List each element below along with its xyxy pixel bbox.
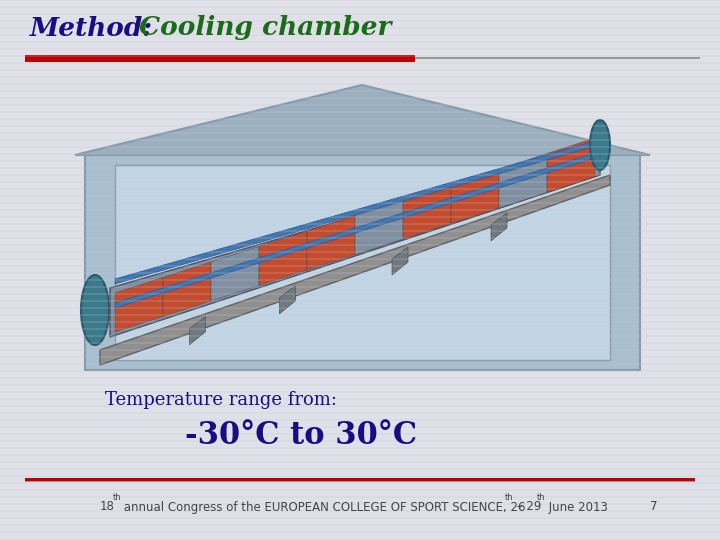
- Text: – 29: – 29: [513, 501, 541, 514]
- Text: th: th: [505, 492, 513, 502]
- Polygon shape: [392, 247, 408, 275]
- Bar: [25, 55, 415, 62]
- Text: -30°C to 30°C: -30°C to 30°C: [185, 420, 417, 450]
- Bar: [85, 155, 640, 370]
- Text: Cooling chamber: Cooling chamber: [130, 16, 392, 40]
- Text: th: th: [113, 492, 122, 502]
- Polygon shape: [547, 138, 595, 192]
- Text: June 2013: June 2013: [545, 501, 608, 514]
- Text: Temperature range from:: Temperature range from:: [105, 391, 337, 409]
- Polygon shape: [189, 317, 205, 345]
- Ellipse shape: [590, 120, 610, 170]
- Polygon shape: [279, 286, 295, 314]
- Polygon shape: [451, 169, 499, 224]
- Polygon shape: [115, 141, 595, 284]
- Polygon shape: [355, 200, 403, 254]
- Bar: [115, 165, 610, 360]
- Polygon shape: [259, 231, 307, 286]
- Bar: [415, 57, 700, 59]
- Ellipse shape: [81, 275, 109, 345]
- Text: th: th: [537, 492, 546, 502]
- Polygon shape: [100, 175, 610, 365]
- Text: 7: 7: [650, 501, 657, 514]
- Polygon shape: [115, 153, 595, 308]
- Polygon shape: [307, 215, 355, 270]
- Polygon shape: [491, 213, 507, 241]
- Text: Method:: Method:: [30, 16, 153, 40]
- Bar: [25, 478, 695, 481]
- Polygon shape: [110, 145, 600, 337]
- Polygon shape: [115, 278, 163, 332]
- Polygon shape: [75, 85, 650, 155]
- Polygon shape: [163, 262, 211, 316]
- Polygon shape: [403, 185, 451, 239]
- Text: 18: 18: [100, 501, 115, 514]
- Polygon shape: [211, 246, 259, 301]
- Bar: [25, 481, 695, 482]
- Text: annual Congress of the EUROPEAN COLLEGE OF SPORT SCIENCE, 26: annual Congress of the EUROPEAN COLLEGE …: [120, 501, 526, 514]
- Polygon shape: [499, 153, 547, 208]
